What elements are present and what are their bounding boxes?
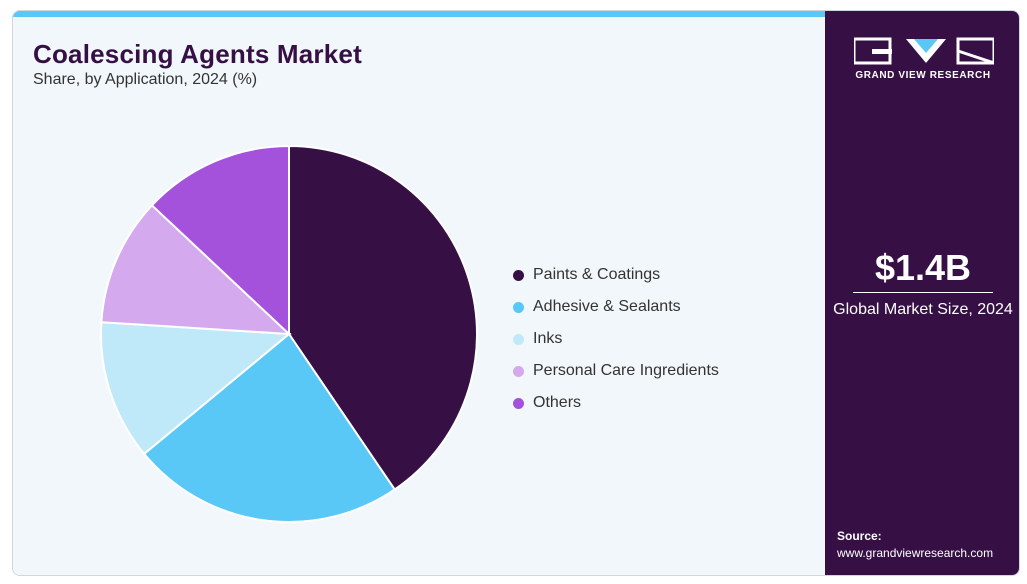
brand-name: GRAND VIEW RESEARCH: [855, 70, 991, 81]
legend-label: Personal Care Ingredients: [533, 362, 719, 379]
legend-label: Inks: [533, 330, 563, 347]
legend: Paints & Coatings Adhesive & Sealants Inks…: [513, 259, 719, 419]
source-url: www.grandviewresearch.com: [837, 546, 994, 560]
divider: [853, 292, 993, 293]
legend-dot-icon: [513, 365, 524, 377]
pie-slice-others: [150, 144, 290, 337]
chart-title: Coalescing Agents Market: [33, 39, 362, 69]
legend-dot-icon: [513, 397, 524, 409]
legend-item: Adhesive & Sealants: [513, 291, 719, 323]
source-heading: Source:: [837, 529, 882, 543]
pie-slice-paints-coatings: [288, 144, 478, 491]
legend-label: Others: [533, 394, 582, 411]
chart-panel: Coalescing Agents Market Share, by Appli…: [13, 11, 825, 575]
legend-dot-icon: [513, 333, 524, 345]
pie-slice-inks: [100, 321, 292, 456]
legend-dot-icon: [513, 301, 524, 313]
market-size-label: Global Market Size, 2024: [833, 301, 1013, 318]
sidebar-panel: GRAND VIEW RESEARCH $1.4B Global Market …: [825, 11, 1019, 575]
legend-item: Paints & Coatings: [513, 259, 719, 291]
legend-item: Inks: [513, 323, 719, 355]
pie-slice-adhesive-sealants: [142, 332, 397, 523]
grand-view-research-logo-icon: [854, 37, 994, 65]
report-card: Coalescing Agents Market Share, by Appli…: [12, 10, 1020, 576]
legend-item: Others: [513, 387, 719, 419]
legend-label: Adhesive & Sealants: [533, 298, 681, 315]
market-size-value: $1.4B: [874, 247, 972, 288]
pie-slice-personal-care-ingredients: [100, 203, 292, 336]
accent-bar: [13, 11, 825, 17]
legend-dot-icon: [513, 269, 524, 281]
pie-chart: [100, 144, 478, 523]
legend-item: Personal Care Ingredients: [513, 355, 719, 387]
legend-label: Paints & Coatings: [533, 266, 661, 283]
chart-subtitle: Share, by Application, 2024 (%): [33, 71, 258, 88]
